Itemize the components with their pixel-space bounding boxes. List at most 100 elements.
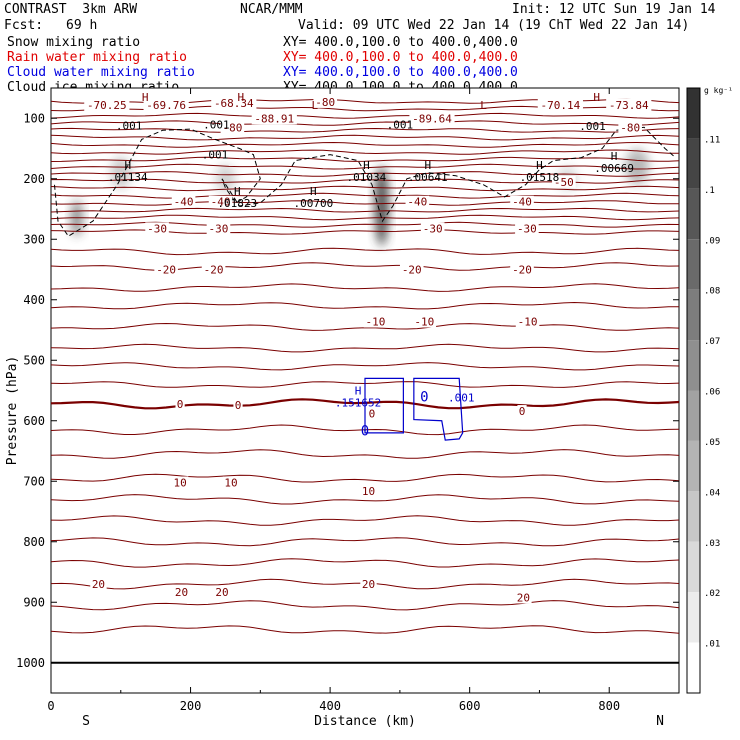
cloud-ice-label: .001	[116, 120, 143, 133]
extremum-mark: H	[593, 91, 600, 104]
forecast-label: Fcst:	[4, 18, 44, 33]
temperature-label-bg-18	[515, 222, 539, 235]
temperature-contour-22	[50, 301, 680, 310]
y-tick-label: 300	[23, 232, 45, 246]
y-tick-label: 900	[23, 595, 45, 609]
x-axis-label: Distance (km)	[314, 714, 416, 729]
temperature-contour-15	[50, 207, 680, 213]
temperature-label: -88.91	[254, 112, 294, 125]
colorbar-cell-8	[687, 491, 700, 542]
temperature-contour-6	[50, 141, 680, 148]
temperature-contour-34	[50, 558, 680, 568]
temperature-contour-13	[50, 192, 680, 199]
model-name: CONTRAST 3km ARW	[4, 2, 138, 17]
temperature-label: -73.84	[609, 99, 649, 112]
y-tick-label: 1000	[16, 656, 45, 670]
extremum-mark: H	[424, 159, 431, 172]
colorbar-cell-0	[687, 88, 700, 139]
extremum-mark: L	[480, 99, 487, 112]
extremum-mark: H	[142, 91, 149, 104]
colorbar-tick-label: .08	[704, 287, 720, 297]
colorbar-tick-label: .1	[704, 186, 715, 196]
colorbar-frame	[686, 87, 701, 694]
temperature-label-bg-21	[399, 263, 424, 276]
colorbar-tick-label: .05	[704, 438, 720, 448]
cloud-water-label: .001	[448, 392, 475, 405]
temperature-label: 20	[175, 586, 188, 599]
temperature-contour-7	[50, 149, 680, 155]
colorbar-cell-2	[687, 188, 700, 240]
temperature-label-bg-24	[412, 315, 437, 328]
temperature-label-bg-25	[515, 315, 540, 328]
field-cloudwater-xy: XY= 400.0,100.0 to 400.0,400.0	[283, 65, 518, 80]
temperature-label-bg-17	[420, 222, 445, 235]
x-tick-label: 600	[459, 699, 481, 713]
temperature-label-bg-34	[173, 585, 190, 598]
temperature-label-bg-13	[405, 195, 430, 208]
temperature-label-bg-23	[363, 315, 388, 328]
temperature-label: -80	[620, 121, 640, 134]
north-label: N	[656, 714, 664, 729]
temperature-label: -10	[366, 316, 386, 329]
colorbar-tick-label: .06	[704, 388, 720, 398]
temperature-contour-31	[50, 494, 680, 505]
temperature-label: 20	[215, 586, 228, 599]
temperature-label: -30	[209, 222, 229, 235]
temperature-label-bg-1	[143, 98, 189, 111]
temperature-label-bg-20	[201, 263, 226, 276]
temperature-label-bg-26	[175, 397, 185, 410]
temperature-label: -30	[517, 222, 537, 235]
forecast-hour: 69 h	[66, 18, 98, 33]
temperature-contour-32	[50, 515, 680, 526]
extremum-mark: H	[234, 185, 241, 198]
temperature-contour-10	[50, 171, 680, 177]
temperature-label: -40	[512, 196, 532, 209]
temperature-label-bg-15	[145, 222, 169, 235]
temperature-contour-19	[50, 247, 680, 256]
colorbar-tick-label: .07	[704, 337, 720, 347]
extremum-value: .01034	[347, 171, 387, 184]
temperature-label-bg-14	[510, 195, 534, 208]
temperature-label: 0	[235, 399, 242, 412]
snow-shade-3	[374, 165, 389, 246]
temperature-label-bg-7	[606, 98, 652, 111]
colorbar-tick-label: .11	[704, 135, 720, 145]
extremum-value: .01823	[217, 197, 257, 210]
temperature-label: -20	[512, 264, 532, 277]
y-tick-label: 600	[23, 414, 45, 428]
temperature-contour-4	[50, 127, 680, 133]
temperature-label: -68.34	[214, 97, 254, 110]
temperature-label: 20	[517, 591, 530, 604]
temperature-label: -30	[423, 222, 443, 235]
temperature-label: -10	[518, 316, 538, 329]
temperature-label-bg-5	[409, 112, 455, 125]
temperature-contour-30	[50, 473, 680, 483]
cloud-water-contour-2	[413, 377, 464, 441]
source-name: NCAR/MMM	[240, 2, 303, 17]
temperature-label: -80	[222, 121, 242, 134]
cloud-water-label: 0	[420, 390, 428, 406]
temperature-contour-3	[50, 120, 680, 126]
valid-time: Valid: 09 UTC Wed 22 Jan 14 (19 ChT Wed …	[298, 18, 690, 33]
temperature-label-bg-33	[90, 578, 107, 591]
x-tick-label: 400	[319, 699, 341, 713]
colorbar-tick-label: .04	[704, 488, 720, 498]
cloud-water-contour-1	[364, 377, 404, 434]
south-label: S	[82, 714, 90, 729]
temperature-label-bg-2	[211, 97, 257, 110]
temperature-label: 0	[519, 405, 526, 418]
extremum-mark: H	[363, 159, 370, 172]
extremum-mark: H	[536, 159, 543, 172]
temperature-contour-33	[50, 537, 680, 547]
temperature-label-bg-22	[510, 263, 534, 276]
temperature-contour-12	[50, 185, 680, 192]
temperature-label: 10	[173, 476, 186, 489]
temperature-label: -80	[315, 96, 335, 109]
colorbar-tick-label: .03	[704, 539, 720, 549]
temperature-contour-21	[50, 283, 680, 292]
temperature-label: -10	[414, 316, 434, 329]
colorbar-tick-label: .01	[704, 640, 720, 650]
temperature-contour-14	[50, 200, 680, 206]
y-tick-label: 100	[23, 111, 45, 125]
temperature-label-bg-0	[84, 98, 130, 111]
